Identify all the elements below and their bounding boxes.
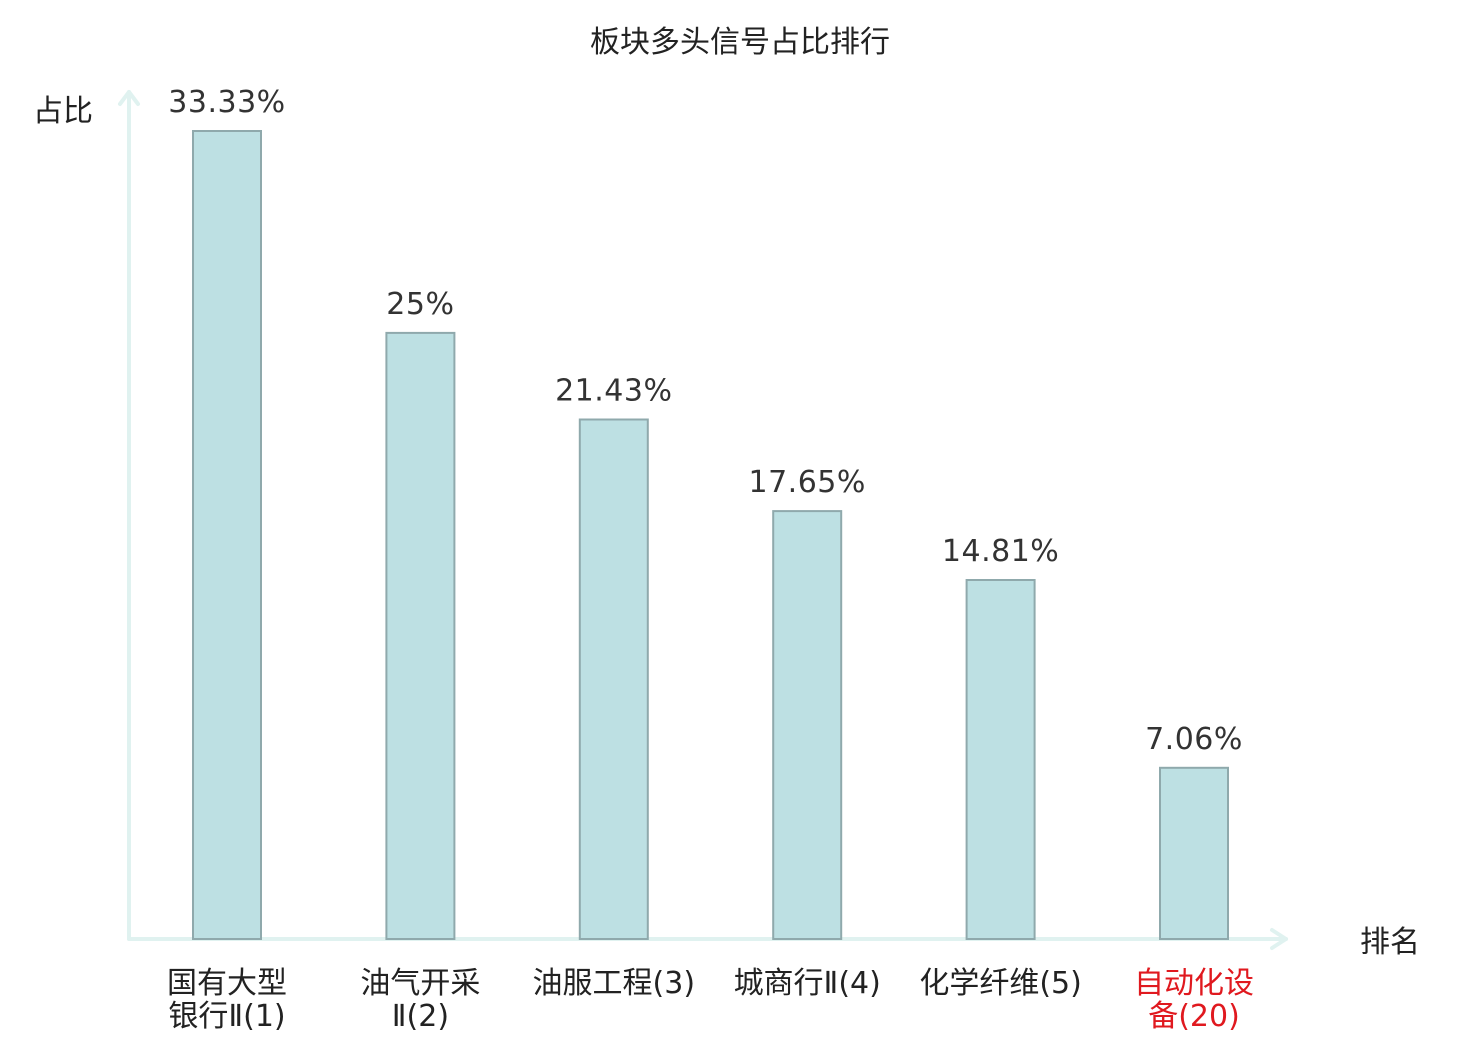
x-axis-label: 排名 [1360,925,1420,960]
bar [385,331,456,940]
value-label: 25% [386,287,454,322]
category-label: 自动化设 [1134,966,1254,1001]
bar [772,510,843,940]
value-label: 33.33% [168,85,285,120]
category-label: 城商行Ⅱ(4) [734,966,881,1001]
bar [192,130,262,940]
category-label: 银行Ⅱ(1) [168,999,285,1034]
value-labels: 33.33% 25% 21.43% 17.65% 14.81% 7.06% [168,85,1243,757]
category-label: 化学纤维(5) [919,966,1082,1001]
value-label: 17.65% [749,465,866,500]
axes [118,90,1288,950]
category-label: 备(20) [1148,999,1240,1034]
bar [1159,766,1229,940]
bar [578,418,649,940]
category-label: 油服工程(3) [533,966,696,1001]
bars [192,130,1229,940]
chart-title: 板块多头信号占比排行 [590,25,890,60]
category-label: 油气开采 [360,966,480,1001]
bar [965,579,1036,940]
x-axis-arrow [1270,928,1288,950]
value-label: 14.81% [942,534,1059,569]
category-label: 国有大型 [167,966,287,1001]
y-axis-arrow [118,90,140,106]
value-label: 21.43% [555,374,672,409]
value-label: 7.06% [1145,722,1243,757]
category-label: Ⅱ(2) [392,999,449,1034]
y-axis-label: 占比 [33,94,93,129]
